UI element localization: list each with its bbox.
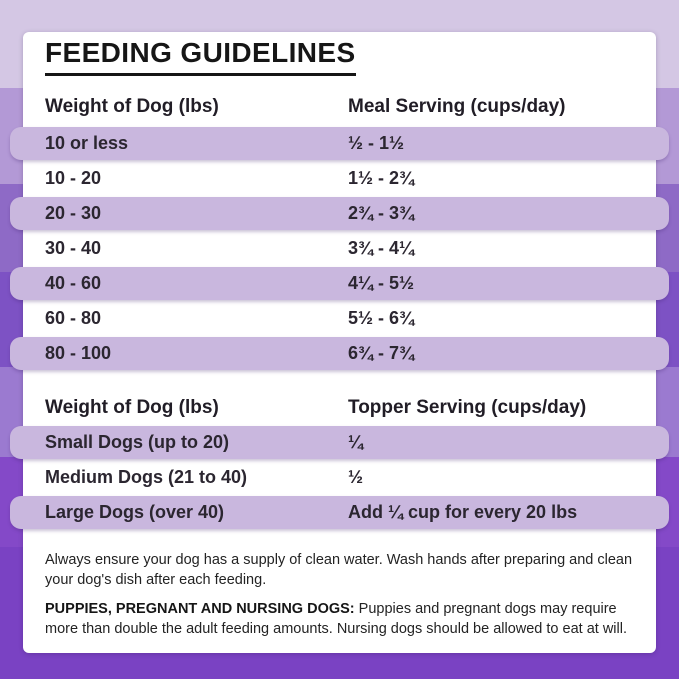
row-weight: 30 - 40 xyxy=(45,237,102,258)
feeding-guidelines-card: FEEDING GUIDELINES Weight of Dog (lbs) M… xyxy=(10,32,669,653)
table-row: Small Dogs (up to 20) ¼ xyxy=(10,425,669,459)
row-serving: Add ¼ cup for every 20 lbs xyxy=(348,501,578,522)
table-row: 60 - 80 5½ - 6¾ xyxy=(45,301,634,336)
note-clean-water: Always ensure your dog has a supply of c… xyxy=(45,551,633,588)
row-weight: Large Dogs (over 40) xyxy=(45,501,225,522)
column-header-topper-serving: Topper Serving (cups/day) xyxy=(348,396,587,418)
page-title: FEEDING GUIDELINES xyxy=(45,39,356,76)
row-weight: 10 or less xyxy=(45,132,129,153)
row-weight: 40 - 60 xyxy=(45,272,102,293)
topper-table-header: Weight of Dog (lbs) Topper Serving (cups… xyxy=(45,397,634,419)
row-serving: ¼ xyxy=(348,431,364,452)
column-header-weight: Weight of Dog (lbs) xyxy=(45,95,219,117)
table-row: Medium Dogs (21 to 40) ½ xyxy=(45,460,634,495)
table-row: 80 - 100 6¾ - 7¾ xyxy=(10,336,669,370)
table-row: 30 - 40 3¾ - 4¼ xyxy=(45,231,634,266)
meal-table-header: Weight of Dog (lbs) Meal Serving (cups/d… xyxy=(45,96,634,118)
row-serving: ½ - 1½ xyxy=(348,132,405,153)
meal-table: Weight of Dog (lbs) Meal Serving (cups/d… xyxy=(10,96,669,370)
column-header-weight: Weight of Dog (lbs) xyxy=(45,396,219,418)
meal-table-rows: 10 or less ½ - 1½ 10 - 20 1½ - 2¾ 20 - 3… xyxy=(10,126,669,370)
note-puppies-label: PUPPIES, PREGNANT AND NURSING DOGS: xyxy=(45,601,355,618)
table-row: 10 or less ½ - 1½ xyxy=(10,126,669,160)
row-weight: 20 - 30 xyxy=(45,202,102,223)
row-weight: Small Dogs (up to 20) xyxy=(45,431,230,452)
row-serving: 4¼ - 5½ xyxy=(348,272,415,293)
table-row: 20 - 30 2¾ - 3¾ xyxy=(10,196,669,230)
row-serving: 5½ - 6¾ xyxy=(348,307,415,328)
row-serving: 6¾ - 7¾ xyxy=(348,342,415,363)
table-row: 10 - 20 1½ - 2¾ xyxy=(45,161,634,196)
table-row: 40 - 60 4¼ - 5½ xyxy=(10,266,669,300)
row-serving: 1½ - 2¾ xyxy=(348,167,415,188)
topper-table: Weight of Dog (lbs) Topper Serving (cups… xyxy=(10,397,669,529)
topper-table-rows: Small Dogs (up to 20) ¼ Medium Dogs (21 … xyxy=(10,425,669,529)
table-row: Large Dogs (over 40) Add ¼ cup for every… xyxy=(10,495,669,529)
row-serving: 3¾ - 4¼ xyxy=(348,237,415,258)
row-serving: 2¾ - 3¾ xyxy=(348,202,415,223)
note-puppies: PUPPIES, PREGNANT AND NURSING DOGS: Pupp… xyxy=(45,599,634,640)
row-serving: ½ xyxy=(348,466,364,487)
row-weight: 80 - 100 xyxy=(45,342,112,363)
notes-section: Always ensure your dog has a supply of c… xyxy=(45,550,634,640)
row-weight: Medium Dogs (21 to 40) xyxy=(45,466,248,487)
column-header-meal-serving: Meal Serving (cups/day) xyxy=(348,95,566,117)
row-weight: 10 - 20 xyxy=(45,167,102,188)
note-puppies-text: Puppies and pregnant dogs may require mo… xyxy=(45,601,627,638)
row-weight: 60 - 80 xyxy=(45,307,102,328)
